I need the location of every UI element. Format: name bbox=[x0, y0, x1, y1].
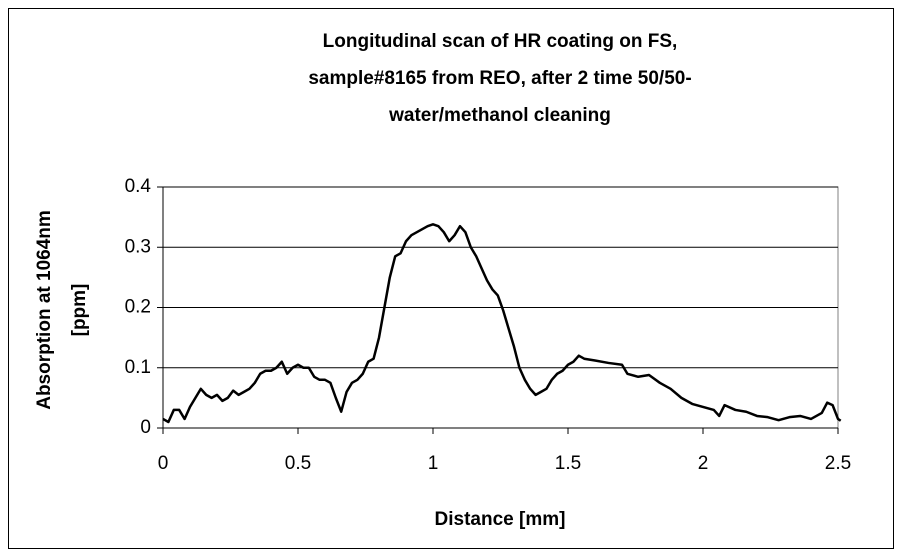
y-tick-label: 0.4 bbox=[125, 176, 152, 197]
chart-title: Longitudinal scan of HR coating on FS, bbox=[323, 31, 678, 52]
x-tick-label: 1.5 bbox=[555, 453, 581, 474]
x-tick-label: 2 bbox=[698, 453, 709, 474]
x-axis-title: Distance [mm] bbox=[435, 509, 566, 530]
x-tick-label: 1 bbox=[428, 453, 439, 474]
x-tick-label: 0 bbox=[158, 453, 169, 474]
y-tick-label: 0.2 bbox=[125, 297, 151, 318]
chart-title: water/methanol cleaning bbox=[388, 105, 611, 126]
y-axis-title: Absorption at 1064nm bbox=[34, 210, 55, 410]
y-tick-label: 0 bbox=[140, 417, 151, 438]
y-tick-label: 0.1 bbox=[125, 357, 151, 378]
y-tick-label: 0.3 bbox=[125, 236, 151, 257]
x-tick-label: 0.5 bbox=[285, 453, 311, 474]
chart-title: sample#8165 from REO, after 2 time 50/50… bbox=[308, 68, 691, 89]
y-axis-title: [ppm] bbox=[69, 284, 90, 337]
x-tick-label: 2.5 bbox=[825, 453, 851, 474]
data-line bbox=[162, 223, 842, 424]
